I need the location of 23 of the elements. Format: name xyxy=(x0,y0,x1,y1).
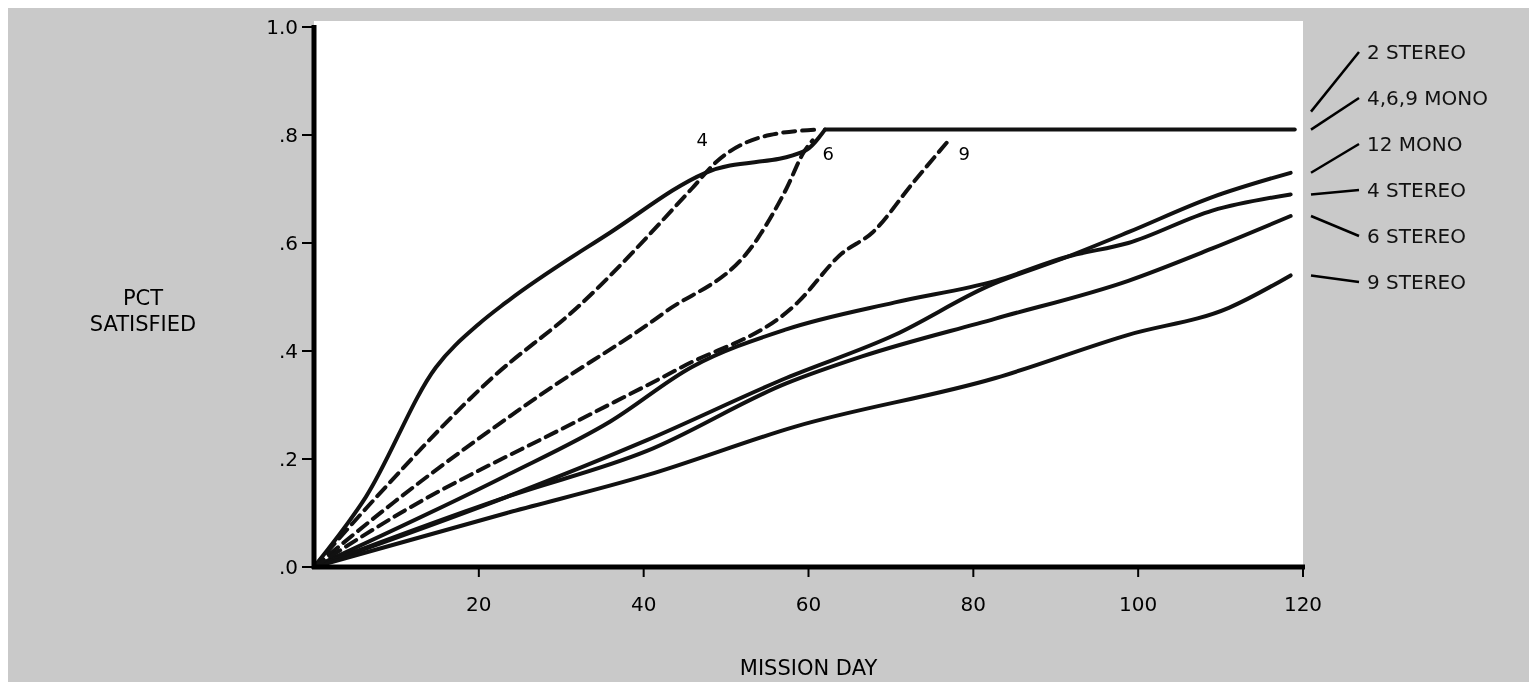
text: 9 STEREO xyxy=(1367,270,1466,294)
text: 2 STEREO xyxy=(1367,40,1466,64)
x-tick-label: 100 xyxy=(1119,592,1158,616)
text: 4,6,9 MONO xyxy=(1367,86,1488,110)
x-tick-label: 40 xyxy=(630,592,657,616)
x-axis-title: MISSION DAY xyxy=(739,656,878,680)
text: 4 STEREO xyxy=(1367,178,1466,202)
y-tick-label: .8 xyxy=(278,123,298,147)
x-tick-label: 20 xyxy=(466,592,492,616)
x-tick-label: 80 xyxy=(960,592,987,616)
y-tick-label: 1.0 xyxy=(266,15,298,39)
text: 12 MONO xyxy=(1367,132,1463,156)
text: 6 STEREO xyxy=(1367,224,1466,248)
y-tick-label: .2 xyxy=(278,447,298,471)
y-tick-label: .6 xyxy=(278,231,298,255)
y-tick-label: .4 xyxy=(278,339,298,363)
annotation: 4 xyxy=(696,129,708,150)
y-tick-label: .0 xyxy=(278,555,298,579)
annotation: 6 xyxy=(822,143,835,165)
annotation: 9 xyxy=(958,143,971,165)
y-axis-title: PCT SATISFIED xyxy=(89,286,197,336)
x-tick-label: 120 xyxy=(1283,592,1323,616)
x-tick-label: 60 xyxy=(795,592,822,616)
